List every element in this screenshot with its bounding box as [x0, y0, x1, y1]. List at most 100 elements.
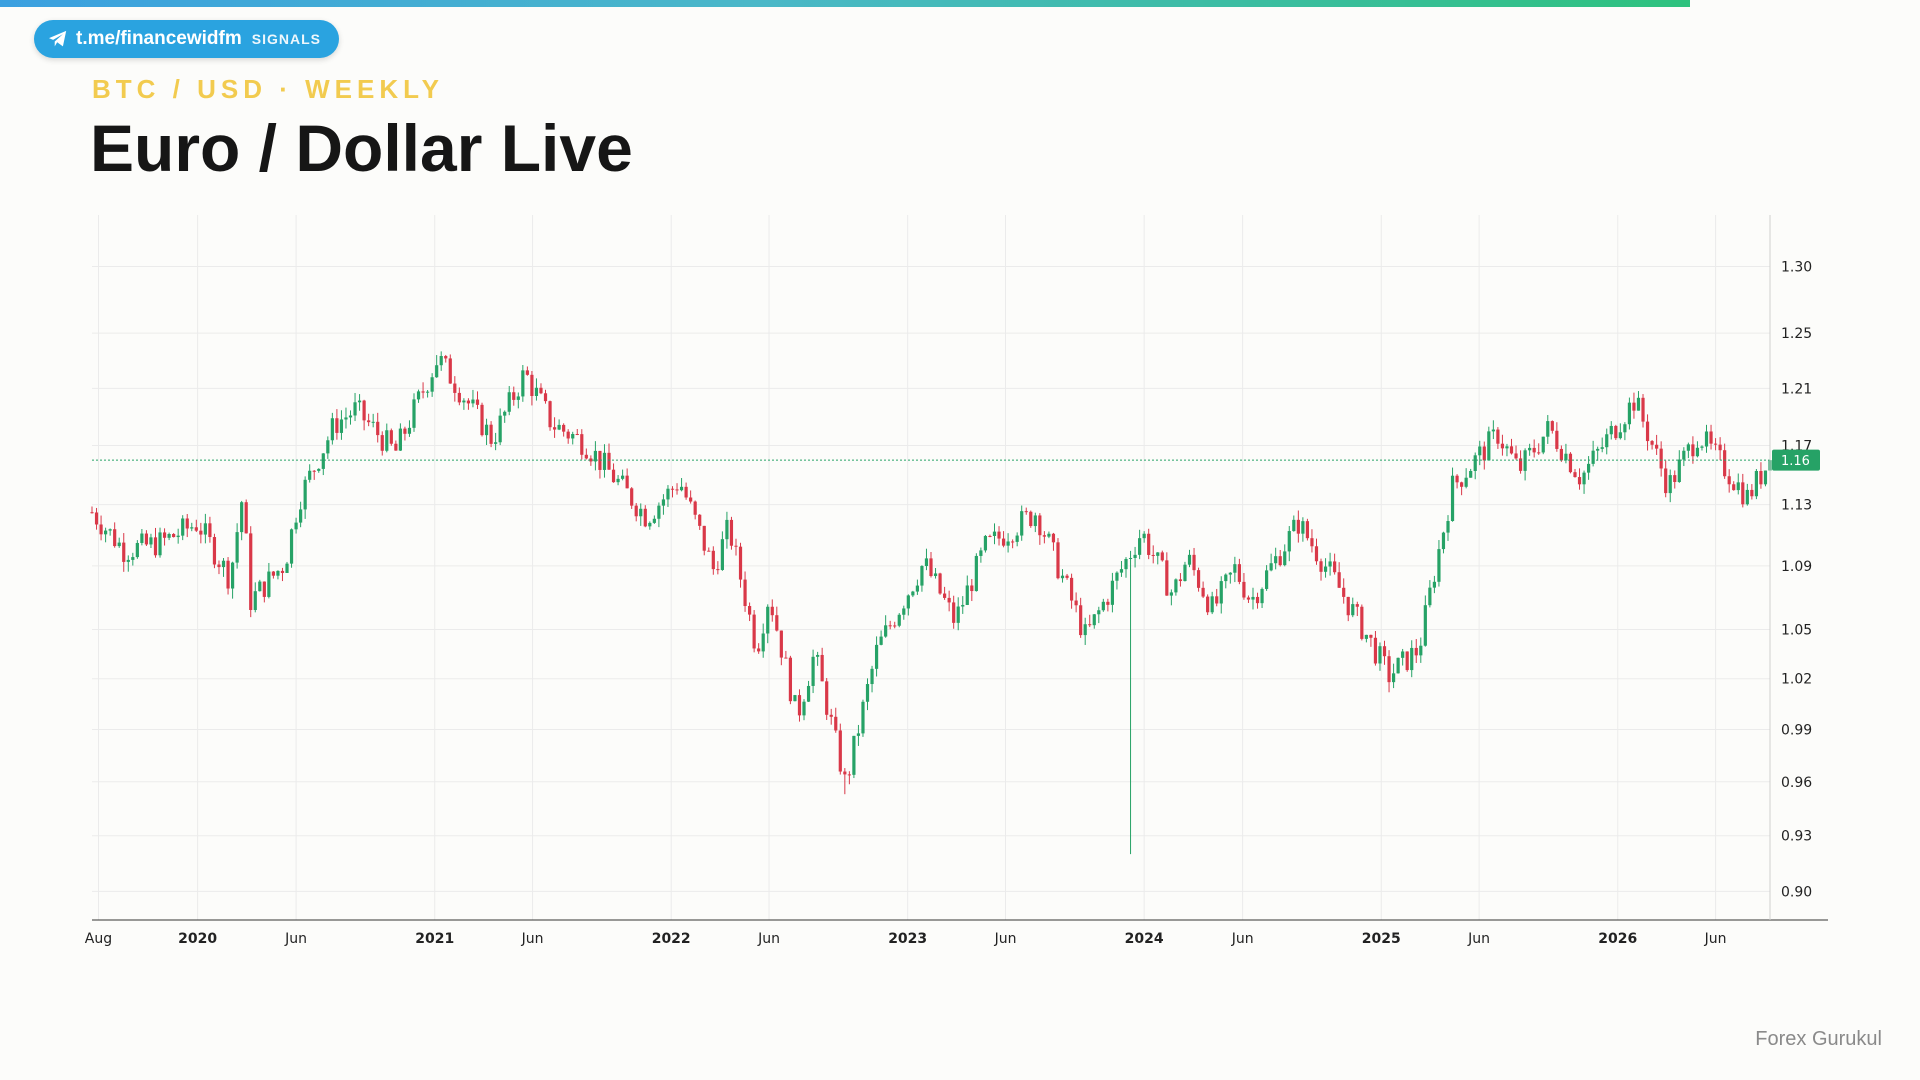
telegram-link-button[interactable]: t.me/financewidfm SIGNALS	[34, 20, 339, 58]
candle-body	[203, 523, 207, 535]
x-tick-label: 2021	[415, 931, 454, 947]
candle-body	[802, 701, 806, 716]
candle-body	[357, 400, 362, 403]
candle-body	[1591, 450, 1595, 464]
y-tick-label: 1.05	[1781, 622, 1812, 638]
candle-body	[530, 374, 534, 396]
candle-body	[847, 774, 851, 776]
candle-body	[126, 559, 130, 562]
candle-body	[104, 530, 108, 535]
candle-body	[1296, 519, 1300, 534]
candle-body	[1065, 575, 1069, 578]
candle-body	[162, 532, 167, 538]
candle-body	[562, 424, 566, 432]
candle-body	[1074, 600, 1078, 606]
candle-body	[752, 614, 756, 649]
candle-body	[280, 570, 285, 573]
candle-body	[897, 614, 901, 626]
candle-body	[788, 657, 793, 702]
candle-body	[725, 519, 729, 540]
candle-body	[99, 524, 103, 535]
candle-body	[734, 545, 738, 547]
candle-body	[797, 695, 802, 716]
candle-body	[825, 681, 829, 715]
candle-body	[870, 668, 874, 685]
candle-body	[1537, 452, 1541, 454]
candle-body	[539, 387, 543, 394]
y-tick-label: 1.21	[1781, 381, 1812, 397]
candle-body	[648, 522, 652, 527]
candle-body	[1559, 448, 1563, 461]
candle-body	[679, 486, 684, 491]
candle-body	[997, 531, 1001, 539]
candle-body	[1423, 605, 1427, 646]
candle-body	[938, 573, 942, 594]
candle-body	[1691, 444, 1695, 457]
candle-body	[498, 415, 502, 443]
candle-body	[1196, 570, 1201, 588]
candle-body	[1133, 554, 1137, 558]
candle-body	[185, 518, 189, 529]
candle-body	[1219, 581, 1223, 604]
candle-body	[380, 435, 384, 451]
candle-body	[426, 391, 430, 393]
y-tick-label: 0.90	[1781, 884, 1812, 900]
candle-body	[1265, 570, 1269, 589]
candle-body	[961, 604, 965, 607]
candle-body	[525, 370, 529, 375]
candle-body	[1491, 429, 1495, 432]
candle-body	[276, 570, 280, 576]
candle-body	[1709, 431, 1713, 444]
candle-body	[766, 606, 770, 634]
candle-body	[1577, 477, 1582, 485]
candle-body	[856, 733, 861, 736]
candle-body	[965, 585, 969, 605]
candle-body	[1609, 425, 1613, 435]
candle-body	[1251, 596, 1255, 600]
candle-body	[643, 508, 647, 527]
last-price-tag: 1.16	[1772, 449, 1820, 471]
candle-body	[707, 550, 711, 552]
candle-body	[924, 558, 929, 567]
candle-body	[1478, 446, 1482, 456]
candle-body	[557, 424, 561, 430]
candlestick-chart[interactable]: 1.301.251.211.171.131.091.051.020.990.96…	[0, 0, 1920, 1000]
candle-body	[1328, 561, 1332, 567]
candle-body	[1233, 564, 1237, 573]
candle-body	[1750, 489, 1754, 497]
x-tick-label: Jun	[1467, 931, 1490, 947]
x-tick-label: 2022	[652, 931, 691, 947]
candle-body	[1119, 569, 1124, 573]
candle-body	[747, 606, 752, 615]
x-tick-label: 2024	[1125, 931, 1164, 947]
candle-body	[1614, 425, 1618, 439]
chart-subtitle: BTC / USD · WEEKLY	[92, 74, 444, 104]
candle-body	[131, 557, 135, 560]
candle-body	[630, 488, 634, 506]
candle-body	[1686, 444, 1690, 451]
candle-body	[838, 730, 842, 772]
candle-body	[1333, 561, 1337, 573]
x-tick-label: Jun	[284, 931, 307, 947]
candle-body	[1160, 552, 1164, 561]
candle-body	[1305, 521, 1310, 539]
candle-body	[738, 546, 743, 580]
candle-body	[113, 529, 117, 547]
x-tick-label: 2026	[1598, 931, 1637, 947]
candle-body	[317, 468, 321, 471]
candle-body	[1636, 397, 1641, 411]
candle-body	[1088, 624, 1092, 626]
candle-body	[598, 450, 602, 470]
candle-body	[1414, 647, 1418, 656]
candle-body	[716, 569, 720, 571]
candle-body	[1682, 450, 1686, 460]
candle-body	[1713, 443, 1718, 445]
candle-body	[1373, 637, 1378, 664]
candle-body	[1541, 436, 1545, 453]
candle-body	[1101, 601, 1105, 611]
candle-body	[353, 402, 357, 416]
candle-body	[394, 443, 398, 451]
candle-body	[1450, 475, 1455, 522]
y-tick-label: 0.99	[1781, 722, 1812, 738]
x-tick-label: Jun	[1231, 931, 1254, 947]
